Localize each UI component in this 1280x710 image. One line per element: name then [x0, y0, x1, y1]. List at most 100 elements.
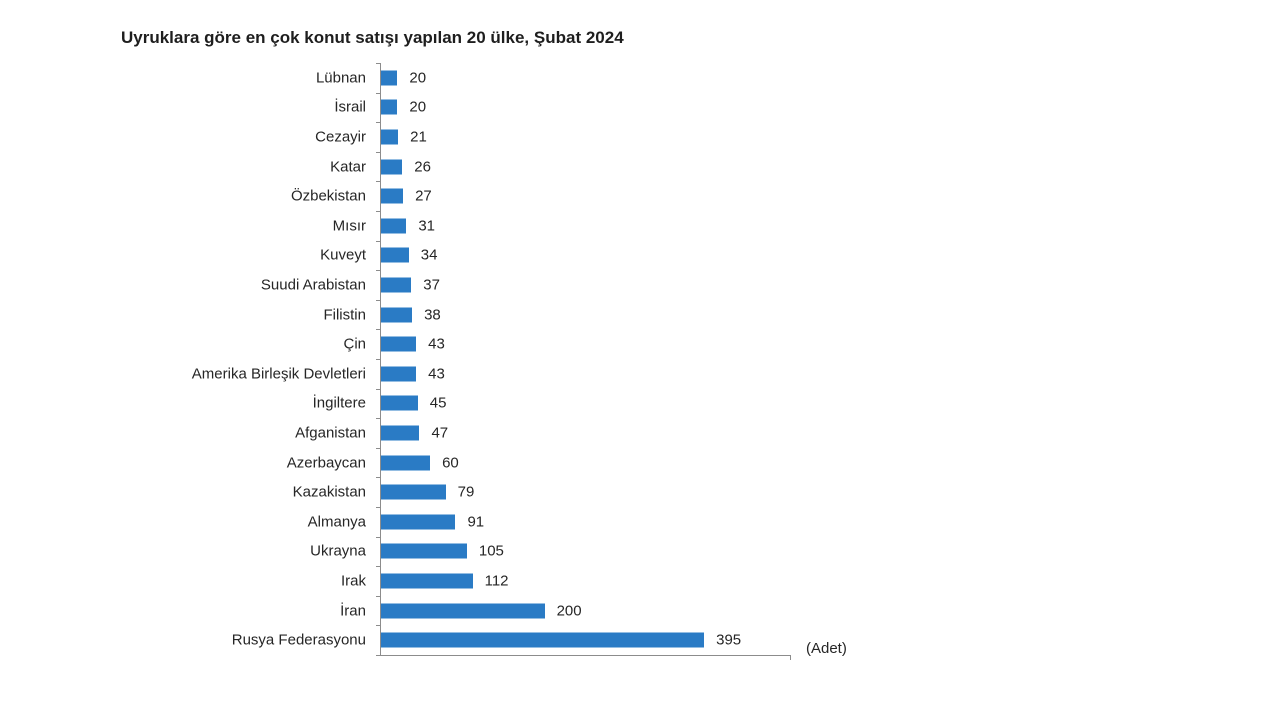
- y-axis-tick: [376, 211, 381, 212]
- y-axis-tick: [376, 507, 381, 508]
- bar: [381, 159, 403, 175]
- value-label: 91: [467, 513, 485, 531]
- bar-row: Özbekistan 27: [0, 181, 1280, 211]
- value-label: 200: [556, 602, 582, 620]
- bar-row: Lübnan 20: [0, 63, 1280, 93]
- category-label: Cezayir: [315, 128, 366, 146]
- category-label: Çin: [343, 335, 366, 353]
- bar-row: Irak 112: [0, 566, 1280, 596]
- value-label: 395: [716, 631, 742, 649]
- bar-row: Katar 26: [0, 152, 1280, 182]
- value-label: 43: [428, 335, 445, 353]
- category-label: Kazakistan: [292, 483, 366, 501]
- category-label: Amerika Birleşik Devletleri: [191, 365, 366, 383]
- x-axis-end-tick: [790, 655, 791, 660]
- bar-row: Mısır 31: [0, 211, 1280, 241]
- value-label: 43: [428, 365, 445, 383]
- value-label: 34: [420, 246, 438, 264]
- bar: [381, 632, 705, 648]
- y-axis-tick: [376, 447, 381, 449]
- value-label: 47: [431, 424, 449, 442]
- value-label: 112: [484, 572, 509, 590]
- category-label: Katar: [330, 158, 366, 176]
- y-axis-tick: [376, 329, 381, 331]
- bar-row: Kazakistan 79: [0, 477, 1280, 507]
- bar: [381, 366, 417, 382]
- bar: [381, 247, 409, 263]
- bar-row: Afganistan 47: [0, 418, 1280, 448]
- value-label: 79: [457, 483, 475, 501]
- category-label: Özbekistan: [290, 187, 366, 205]
- y-axis-tick: [376, 270, 381, 272]
- y-axis-tick: [376, 92, 381, 94]
- y-axis-tick: [376, 359, 381, 360]
- category-label: İsrail: [334, 98, 366, 116]
- chart-title: Uyruklara göre en çok konut satışı yapıl…: [121, 28, 624, 47]
- category-label: Almanya: [307, 513, 366, 531]
- y-axis-tick: [376, 151, 381, 153]
- y-axis-tick: [376, 625, 381, 627]
- bar: [381, 543, 467, 559]
- bar-row: Azerbaycan 60: [0, 448, 1280, 478]
- bar: [381, 70, 398, 86]
- bar: [381, 603, 545, 619]
- bar: [381, 99, 398, 115]
- bar: [381, 573, 473, 589]
- x-axis-line: [380, 655, 791, 656]
- y-axis-tick: [376, 299, 381, 301]
- bar: [381, 514, 456, 530]
- bar-row: İsrail 20: [0, 93, 1280, 123]
- y-axis-tick: [376, 122, 381, 124]
- bar-row: Ukrayna 105: [0, 537, 1280, 567]
- value-label: 45: [429, 394, 447, 412]
- bar: [381, 277, 412, 293]
- bar-row: Rusya Federasyonu 395: [0, 625, 1280, 655]
- value-label: 60: [442, 454, 459, 472]
- value-label: 20: [409, 69, 427, 87]
- category-label: Suudi Arabistan: [260, 276, 366, 294]
- bar: [381, 129, 399, 145]
- bar: [381, 484, 446, 500]
- y-axis-tick: [376, 181, 381, 183]
- bar-row: Suudi Arabistan 37: [0, 270, 1280, 300]
- category-label: İngiltere: [312, 394, 366, 412]
- bar-row: Almanya 91: [0, 507, 1280, 537]
- bar: [381, 336, 417, 352]
- category-label: Irak: [340, 572, 366, 590]
- category-label: İran: [340, 602, 366, 620]
- bar-row: İran 200: [0, 596, 1280, 626]
- y-axis-tick: [376, 655, 381, 656]
- y-axis-tick: [376, 418, 381, 420]
- bar: [381, 307, 413, 323]
- y-axis-tick: [376, 595, 381, 597]
- category-label: Afganistan: [295, 424, 366, 442]
- category-label: Rusya Federasyonu: [231, 631, 366, 649]
- value-label: 31: [418, 217, 436, 235]
- y-axis-tick: [376, 63, 381, 64]
- bar-row: İngiltere 45: [0, 389, 1280, 419]
- value-label: 105: [478, 542, 504, 560]
- category-label: Azerbaycan: [286, 454, 366, 472]
- category-label: Filistin: [323, 306, 366, 324]
- bar: [381, 218, 407, 234]
- y-axis-tick: [376, 536, 381, 538]
- value-label: 38: [424, 306, 441, 324]
- value-label: 26: [414, 158, 431, 176]
- bar-row: Çin 43: [0, 329, 1280, 359]
- bar-row: Amerika Birleşik Devletleri 43: [0, 359, 1280, 389]
- value-label: 21: [410, 128, 427, 146]
- bar-row: Filistin 38: [0, 300, 1280, 330]
- bar: [381, 188, 404, 204]
- unit-label: (Adet): [806, 640, 847, 657]
- bar: [381, 455, 431, 471]
- value-label: 37: [423, 276, 440, 294]
- category-label: Lübnan: [315, 69, 366, 87]
- y-axis-tick: [376, 477, 381, 479]
- value-label: 20: [409, 98, 427, 116]
- category-label: Kuveyt: [320, 246, 366, 264]
- category-label: Ukrayna: [310, 542, 366, 560]
- category-label: Mısır: [332, 217, 366, 235]
- y-axis-tick: [376, 240, 381, 242]
- bar: [381, 425, 420, 441]
- value-label: 27: [415, 187, 432, 205]
